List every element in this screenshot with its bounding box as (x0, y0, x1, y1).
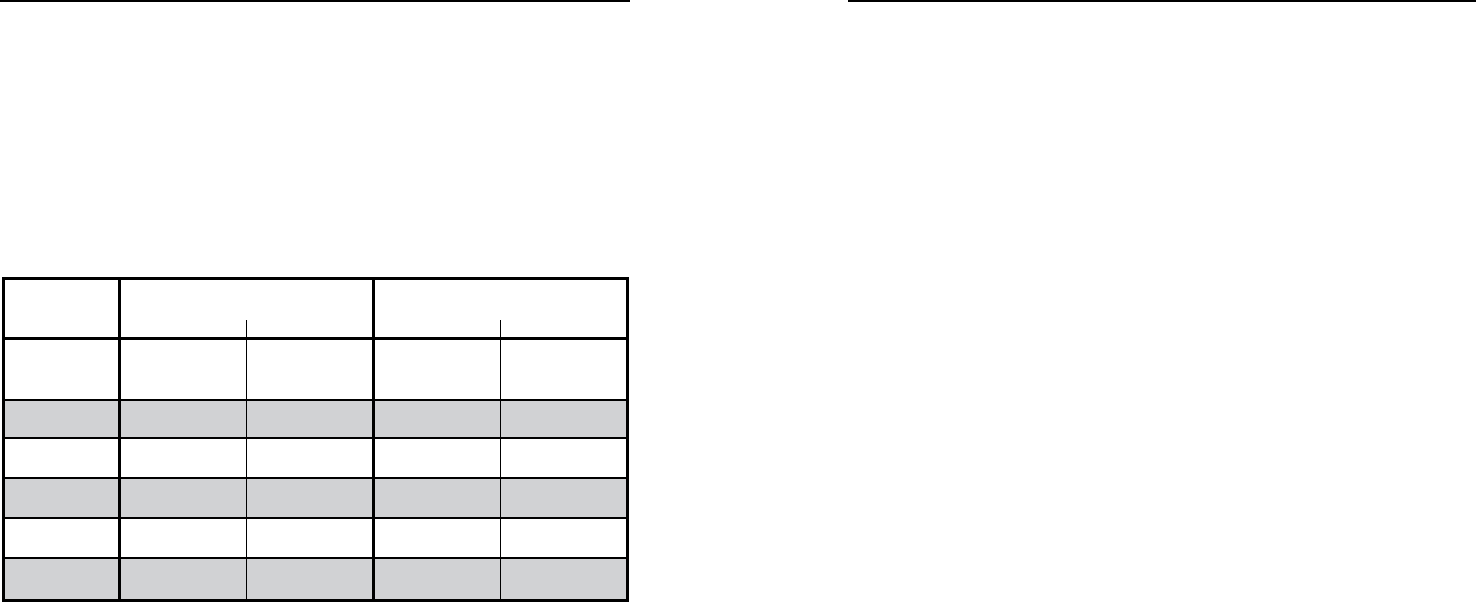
header-cell (374, 277, 629, 338)
row-divider (2, 437, 629, 439)
table-cell (2, 558, 119, 602)
table-cell (2, 478, 119, 518)
table-cell (374, 478, 501, 518)
table-cell (501, 478, 629, 518)
table-cell (501, 400, 629, 438)
table-cell (119, 400, 247, 438)
table-cell (2, 518, 119, 558)
column-divider-thin (500, 320, 501, 602)
table-cell (374, 558, 501, 602)
top-rule-left (0, 0, 630, 2)
column-divider-thick (118, 277, 121, 602)
header-divider (2, 337, 629, 340)
table-cell (247, 518, 374, 558)
table-cell (247, 558, 374, 602)
data-table (2, 277, 629, 602)
table-border-left (2, 277, 5, 602)
table-cell (247, 478, 374, 518)
column-divider-thin (246, 320, 247, 602)
table-cell (501, 558, 629, 602)
subheader-cell (119, 338, 247, 400)
row-divider (2, 477, 629, 479)
subheader-cell (374, 338, 501, 400)
row-divider (2, 399, 629, 401)
table-cell (247, 438, 374, 478)
subheader-cell (2, 338, 119, 400)
table-cell (374, 518, 501, 558)
table-cell (2, 438, 119, 478)
table-border-right (626, 277, 629, 602)
table-border-bottom (2, 599, 629, 602)
table-cell (374, 438, 501, 478)
subheader-cell (247, 338, 374, 400)
subheader-cell (501, 338, 629, 400)
table-cell (501, 438, 629, 478)
table-cell (2, 400, 119, 438)
table-cell (247, 400, 374, 438)
top-rule-right (848, 0, 1476, 2)
table-cell (119, 518, 247, 558)
header-cell (2, 277, 119, 338)
table-border-top (2, 277, 629, 280)
table-cell (119, 438, 247, 478)
table-cell (119, 478, 247, 518)
row-divider (2, 517, 629, 519)
column-divider-thick (372, 277, 375, 602)
table-cell (374, 400, 501, 438)
table-cell (501, 518, 629, 558)
table-cell (119, 558, 247, 602)
row-divider (2, 557, 629, 559)
